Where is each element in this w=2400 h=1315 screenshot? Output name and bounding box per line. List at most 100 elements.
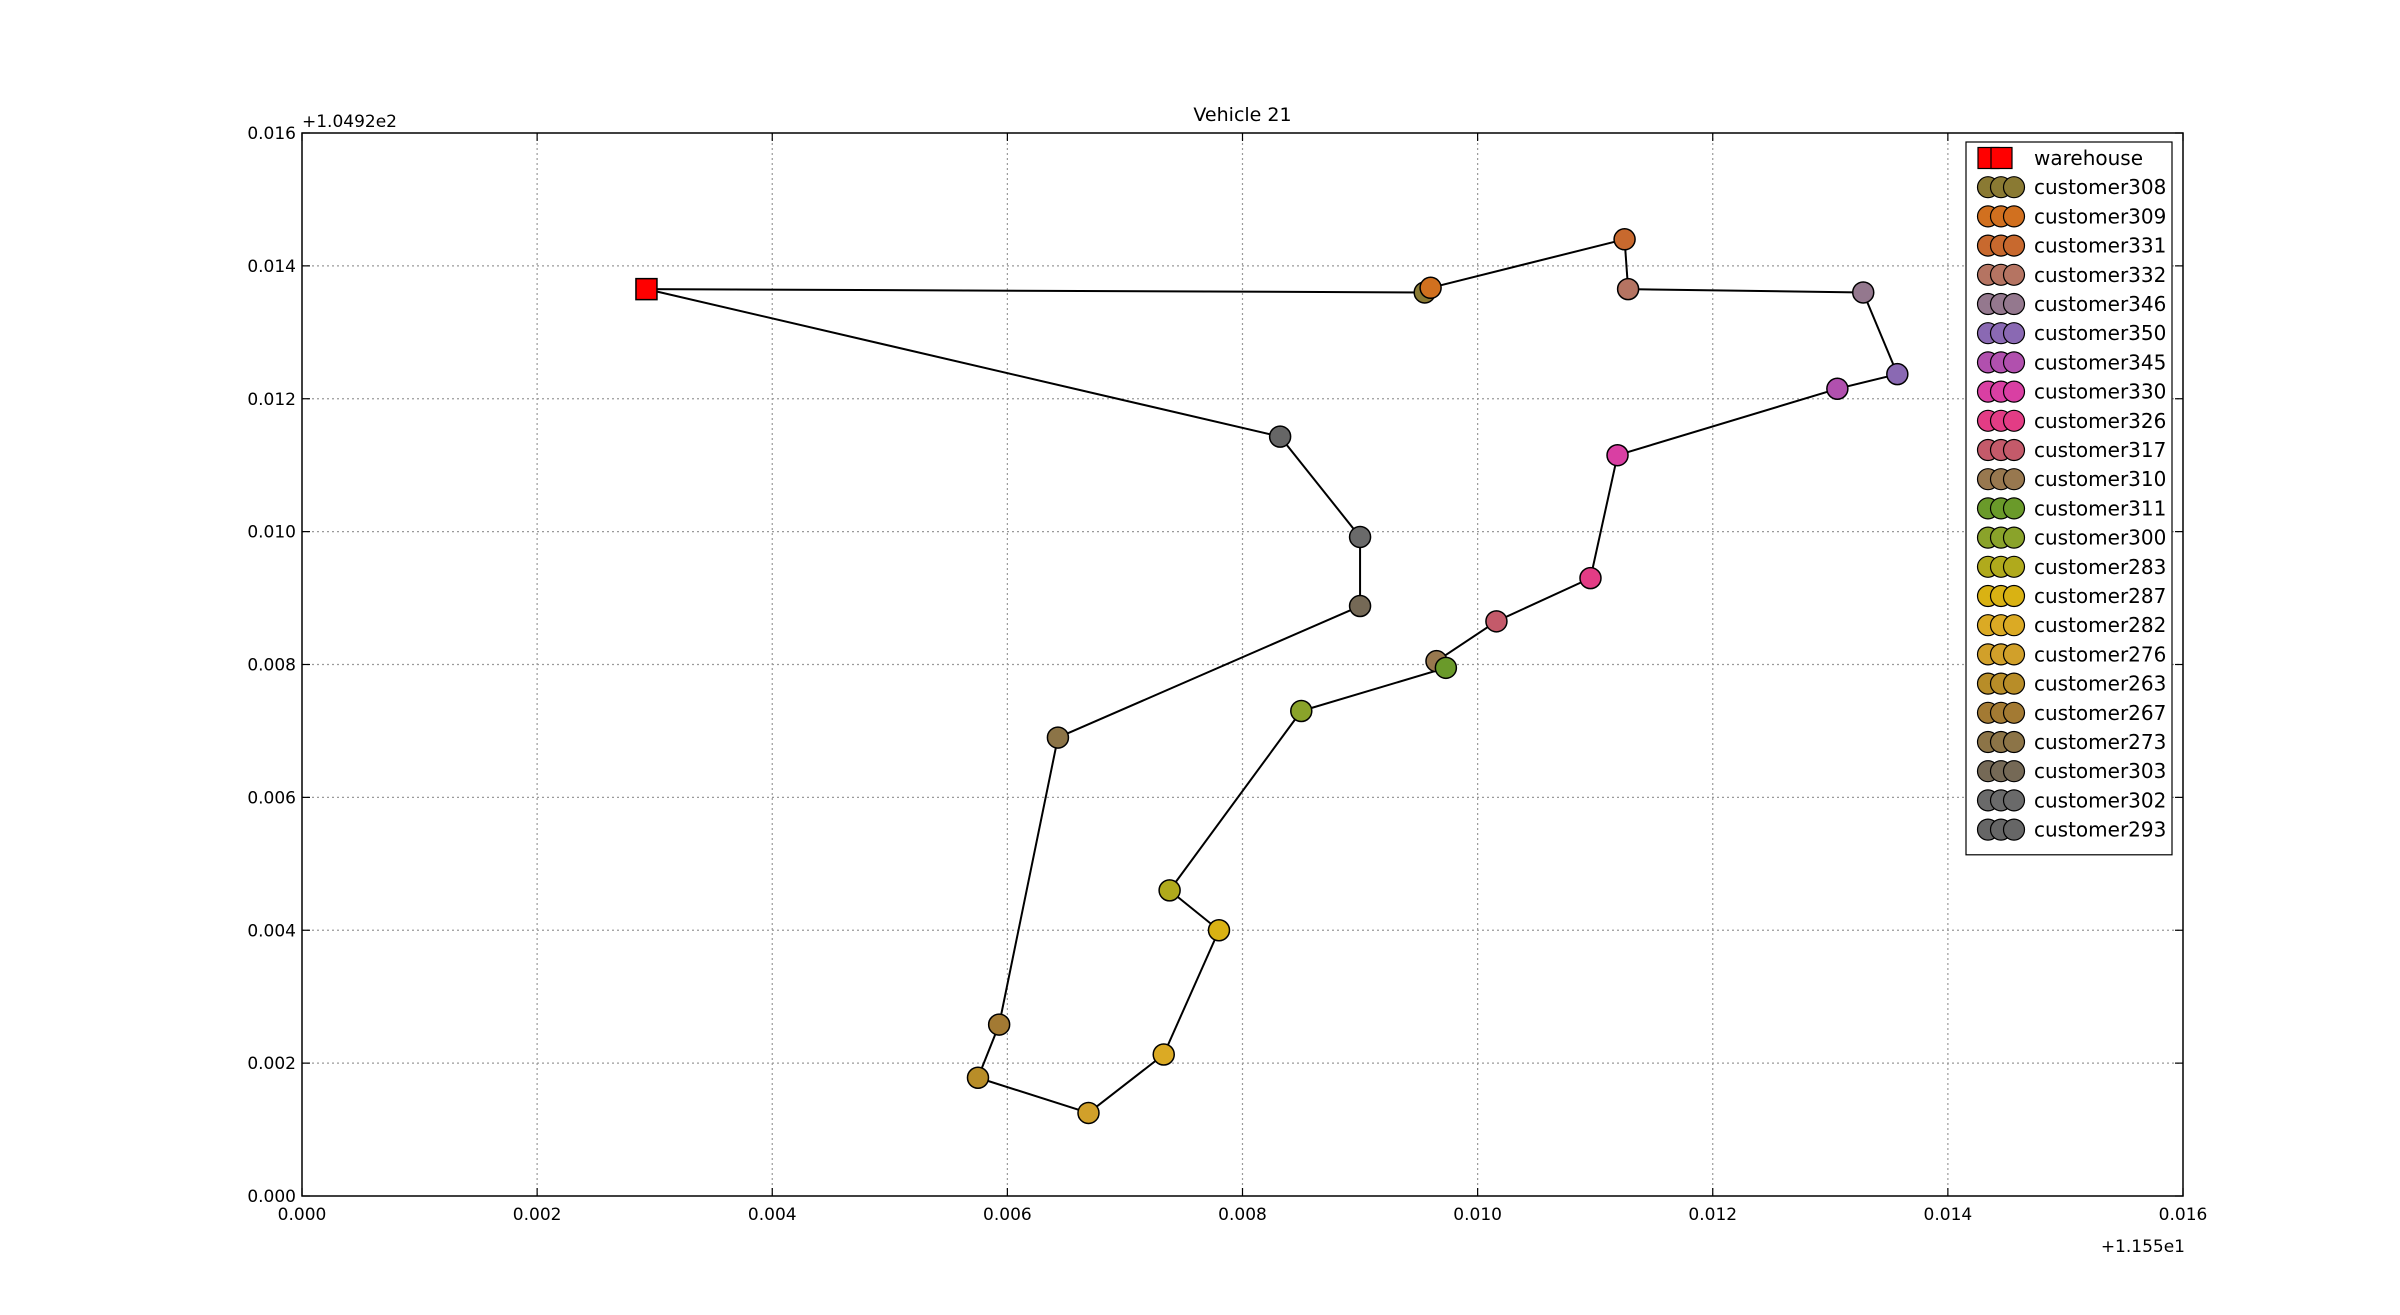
customer-marker xyxy=(987,1013,1011,1036)
customer-marker xyxy=(1419,276,1442,300)
x-tick-label: 0.008 xyxy=(1218,1205,1267,1225)
legend-swatch xyxy=(2002,263,2026,286)
customer-marker xyxy=(1207,919,1231,942)
customer-marker xyxy=(1046,726,1070,749)
x-tick-label: 0.010 xyxy=(1453,1205,1502,1225)
legend-swatch xyxy=(2002,672,2026,695)
legend-label: customer331 xyxy=(2034,234,2166,258)
route-segment xyxy=(1617,387,1838,457)
legend-label: customer332 xyxy=(2034,263,2166,287)
customer-marker xyxy=(1613,228,1636,251)
y-tick-label: 0.016 xyxy=(247,124,296,144)
route-segment xyxy=(1162,929,1220,1055)
customer-marker xyxy=(1152,1043,1175,1066)
legend-swatch xyxy=(2002,351,2026,374)
legend-swatch xyxy=(2002,205,2026,228)
customer-marker xyxy=(1886,362,1909,386)
legend-swatch xyxy=(2002,614,2026,637)
legend-label: customer330 xyxy=(2034,380,2166,404)
legend-swatch xyxy=(2002,292,2026,316)
customer-marker xyxy=(1851,281,1875,304)
legend-swatch xyxy=(2002,643,2026,666)
x-tick-label: 0.012 xyxy=(1688,1205,1737,1225)
legend: warehouse customer308 customer309 customer3… xyxy=(1965,141,2173,856)
customer-marker xyxy=(1077,1101,1100,1125)
customer-marker xyxy=(1290,699,1313,723)
legend-swatch xyxy=(2002,789,2026,812)
legend-swatch xyxy=(2002,818,2026,841)
legend-label: customer303 xyxy=(2034,759,2166,783)
customer-marker xyxy=(1348,525,1372,549)
customer-marker xyxy=(1485,610,1508,633)
y-tick-label: 0.004 xyxy=(247,921,296,941)
y-tick-label: 0.002 xyxy=(247,1054,296,1074)
route-segment xyxy=(1279,435,1361,538)
legend-label: customer350 xyxy=(2034,321,2166,345)
legend-label: customer267 xyxy=(2034,701,2166,725)
x-tick-label: 0.000 xyxy=(278,1205,327,1225)
legend-swatch xyxy=(2002,468,2026,491)
legend-swatch xyxy=(2002,380,2026,403)
route-segment xyxy=(977,1076,1089,1114)
x-tick-label: 0.006 xyxy=(983,1205,1032,1225)
route-segment xyxy=(1589,455,1619,579)
route-segment xyxy=(1087,1053,1165,1114)
x-tick-label: 0.002 xyxy=(513,1205,562,1225)
legend-label: customer300 xyxy=(2034,526,2166,550)
route-segment xyxy=(1435,620,1497,663)
customer-marker xyxy=(1434,656,1458,680)
y-axis-offset-label: +1.0492e2 xyxy=(302,112,397,132)
customer-marker xyxy=(1826,377,1849,401)
legend-swatch xyxy=(2002,497,2026,520)
route-markers xyxy=(635,228,1909,1125)
y-tick-label: 0.010 xyxy=(247,523,296,543)
legend-label: customer263 xyxy=(2034,672,2166,696)
route-segment xyxy=(1628,288,1864,294)
y-tick-label: 0.012 xyxy=(247,390,296,410)
legend-swatch xyxy=(2002,322,2026,345)
x-axis-offset-label: +1.155e1 xyxy=(2101,1237,2185,1257)
customer-marker xyxy=(1158,879,1181,902)
y-tick-label: 0.006 xyxy=(247,788,296,808)
legend-label: customer283 xyxy=(2034,555,2166,579)
legend-label: customer273 xyxy=(2034,730,2166,754)
route-segment xyxy=(1430,238,1625,289)
legend-swatch xyxy=(2002,409,2026,432)
grid xyxy=(302,133,2183,1196)
legend-label: customer345 xyxy=(2034,350,2166,374)
warehouse-marker xyxy=(635,277,658,301)
legend-swatch xyxy=(2002,176,2026,199)
y-tick-label: 0.000 xyxy=(247,1187,296,1207)
customer-marker xyxy=(1579,566,1602,590)
customer-marker xyxy=(1268,425,1292,448)
legend-swatch xyxy=(2002,760,2026,783)
legend-label: customer302 xyxy=(2034,788,2166,812)
legend-swatch xyxy=(2002,555,2026,578)
route-segment xyxy=(1168,710,1303,891)
legend-label: customer317 xyxy=(2034,438,2166,462)
y-tick-label: 0.008 xyxy=(247,656,296,676)
x-tick-label: 0.014 xyxy=(1924,1205,1973,1225)
legend-swatch xyxy=(2002,584,2026,608)
route-segment xyxy=(1496,577,1591,623)
route-segment xyxy=(646,288,1281,438)
x-tick-label: 0.004 xyxy=(748,1205,797,1225)
route-segment xyxy=(1057,605,1361,739)
legend-label: customer310 xyxy=(2034,467,2166,491)
legend-label: customer276 xyxy=(2034,642,2166,666)
customer-marker xyxy=(966,1066,990,1089)
legend-label: customer326 xyxy=(2034,409,2166,433)
legend-swatch xyxy=(1990,146,2013,170)
legend-label: customer311 xyxy=(2034,496,2166,520)
customer-marker xyxy=(1348,594,1372,618)
legend-swatch xyxy=(2002,701,2026,724)
legend-label: customer309 xyxy=(2034,204,2166,228)
legend-swatch xyxy=(2002,730,2026,754)
x-tick-label: 0.016 xyxy=(2159,1205,2208,1225)
chart-title: Vehicle 21 xyxy=(1193,104,1291,126)
customer-marker xyxy=(1606,443,1629,467)
axis-ticks: 0.000 0.002 0.004 0.006 0.008 0.010 0.012 0.014… xyxy=(247,124,2207,1225)
legend-swatch xyxy=(2002,438,2026,462)
legend-label: warehouse xyxy=(2034,146,2143,170)
